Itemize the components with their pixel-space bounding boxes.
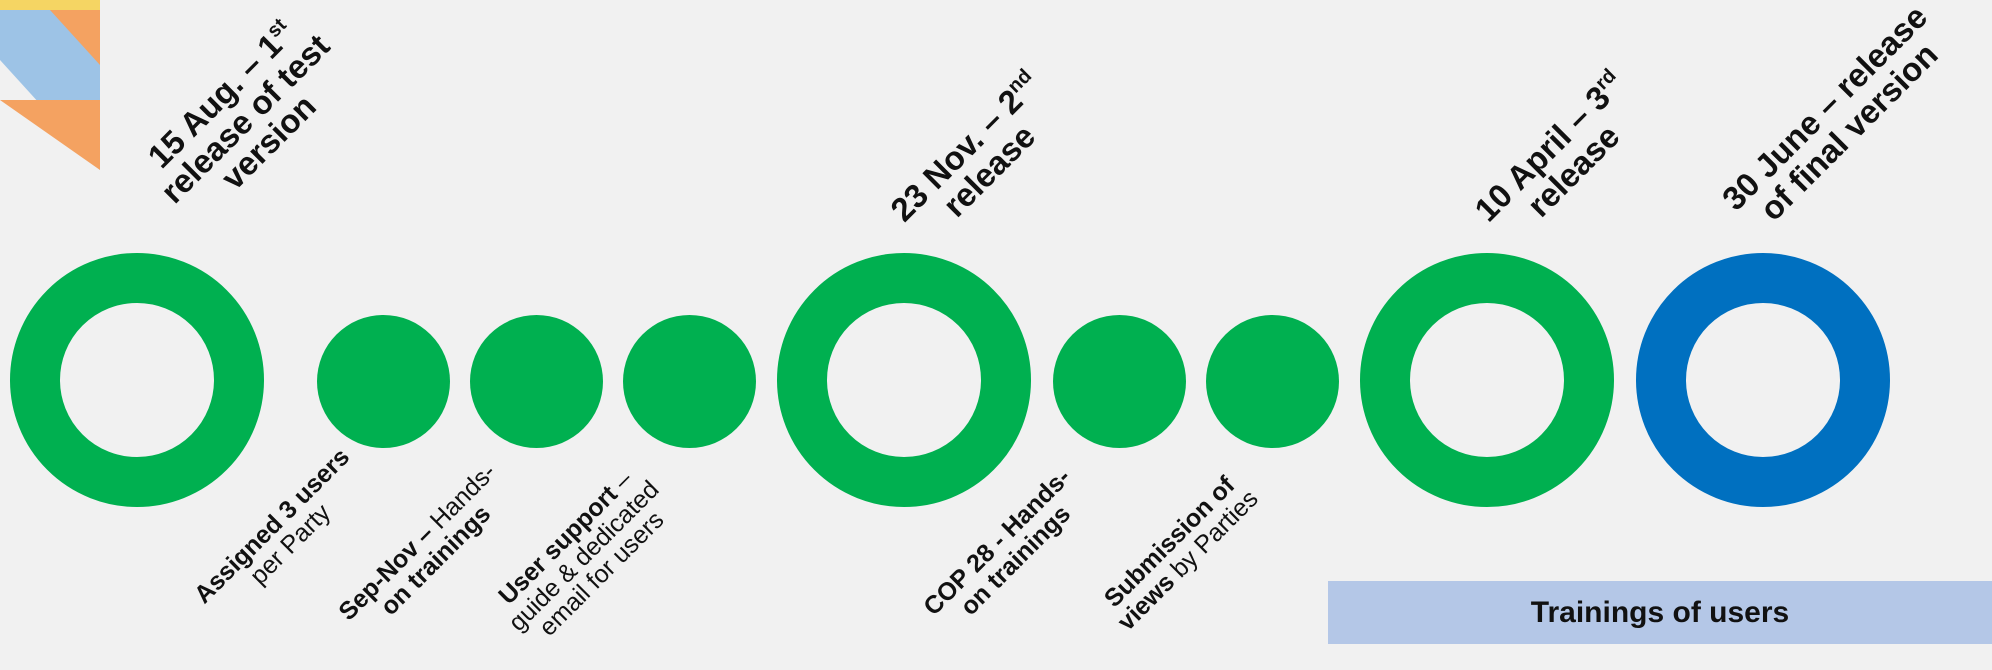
milestone-ring-3 — [1360, 253, 1614, 507]
milestone-ring-2 — [777, 253, 1031, 507]
trainings-banner-label: Trainings of users — [1530, 595, 1790, 629]
activity-dot-1 — [317, 315, 450, 448]
activity-label-3: User support – guide & dedicated email f… — [493, 465, 670, 642]
milestone-label-3: 10 April – 3rd release — [1467, 64, 1627, 229]
activity-dot-3 — [623, 315, 756, 448]
activity-dot-4 — [1053, 315, 1186, 448]
milestone-label-2: 23 Nov. – 2nd release — [883, 64, 1043, 229]
activity-label-5: Submission of views by Parties — [1098, 471, 1264, 636]
milestone-label-1: 15 Aug. – 1st release of test version — [140, 14, 337, 210]
activity-dot-5 — [1206, 315, 1339, 448]
milestone-ring-final — [1636, 253, 1890, 507]
corner-decoration — [0, 0, 100, 170]
trainings-banner: Trainings of users — [1328, 581, 1992, 644]
activity-dot-2 — [470, 315, 603, 448]
milestone-label-final: 30 June – release of final version — [1714, 0, 1945, 228]
milestone-ring-1 — [10, 253, 264, 507]
